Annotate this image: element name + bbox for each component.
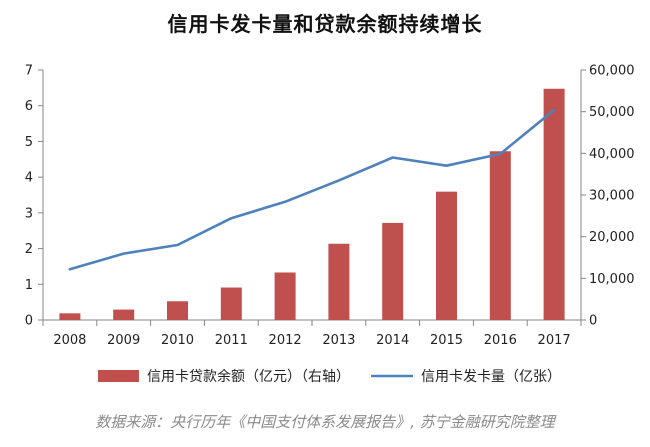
bar-series — [59, 88, 565, 320]
bar — [274, 272, 296, 320]
line-point — [176, 244, 179, 246]
right-axis-tick-label: 50,000 — [589, 105, 635, 120]
x-axis-tick-label: 2016 — [484, 333, 517, 348]
x-axis-tick-label: 2010 — [161, 333, 194, 348]
left-axis-tick-label: 2 — [25, 242, 33, 257]
bar — [436, 191, 457, 320]
legend-line-label: 信用卡发卡量（亿张） — [421, 369, 561, 385]
line-point — [284, 200, 286, 203]
left-axis-tick-label: 7 — [25, 64, 33, 79]
left-axis-tick-label: 1 — [25, 278, 33, 293]
left-axis-tick-label: 5 — [25, 135, 33, 150]
left-axis-tick-label: 3 — [25, 206, 33, 221]
left-axis-tick-label: 6 — [25, 99, 33, 114]
tick-labels: 0 1 2 3 4 5 6 7 0 10,000 20,000 30,000 40,000 50,000 6… — [25, 64, 635, 349]
bar — [489, 151, 511, 320]
line-point — [122, 252, 125, 255]
bar — [328, 243, 350, 320]
x-axis-tick-label: 2013 — [322, 333, 355, 348]
series-line — [68, 108, 556, 271]
line-point — [391, 156, 394, 159]
x-axis-tick-label: 2017 — [538, 333, 571, 348]
bar — [113, 309, 135, 320]
x-axis-tick-label: 2012 — [269, 333, 302, 348]
right-axis-tick-label: 0 — [589, 314, 597, 329]
line-point — [445, 164, 448, 167]
line-point — [553, 109, 555, 111]
right-axis-tick-label: 10,000 — [589, 272, 635, 287]
x-axis-tick-label: 2011 — [215, 333, 248, 348]
right-axis-tick-label: 40,000 — [589, 147, 635, 162]
bar — [543, 88, 565, 320]
right-axis-tick-label: 60,000 — [589, 64, 635, 79]
bar — [59, 313, 81, 320]
left-axis-tick-label: 0 — [25, 314, 33, 329]
bar — [382, 222, 404, 320]
legend: 信用卡贷款余额（亿元）（右轴） 信用卡发卡量（亿张） — [98, 368, 561, 385]
x-axis-tick-label: 2014 — [376, 333, 409, 348]
chart-title: 信用卡发卡量和贷款余额持续增长 — [167, 12, 483, 36]
bar — [167, 301, 188, 320]
x-axis-tick-label: 2009 — [107, 333, 140, 348]
line-point — [338, 179, 340, 182]
bar — [220, 287, 242, 320]
x-axis-tick-label: 2015 — [430, 333, 463, 348]
line-series — [68, 108, 556, 271]
source-note: 数据来源：央行历年《中国支付体系发展报告》, 苏宁金融研究院整理 — [95, 413, 555, 431]
left-axis-tick-label: 4 — [25, 171, 33, 186]
legend-bar-label: 信用卡贷款余额（亿元）（右轴） — [147, 368, 350, 385]
line-point — [230, 217, 233, 220]
x-axis-tick-label: 2008 — [53, 333, 86, 348]
right-axis-tick-label: 30,000 — [589, 189, 635, 204]
right-axis-tick-label: 20,000 — [589, 230, 635, 245]
legend-bar-swatch — [98, 370, 139, 382]
line-point — [69, 268, 71, 271]
line-point — [499, 153, 502, 155]
